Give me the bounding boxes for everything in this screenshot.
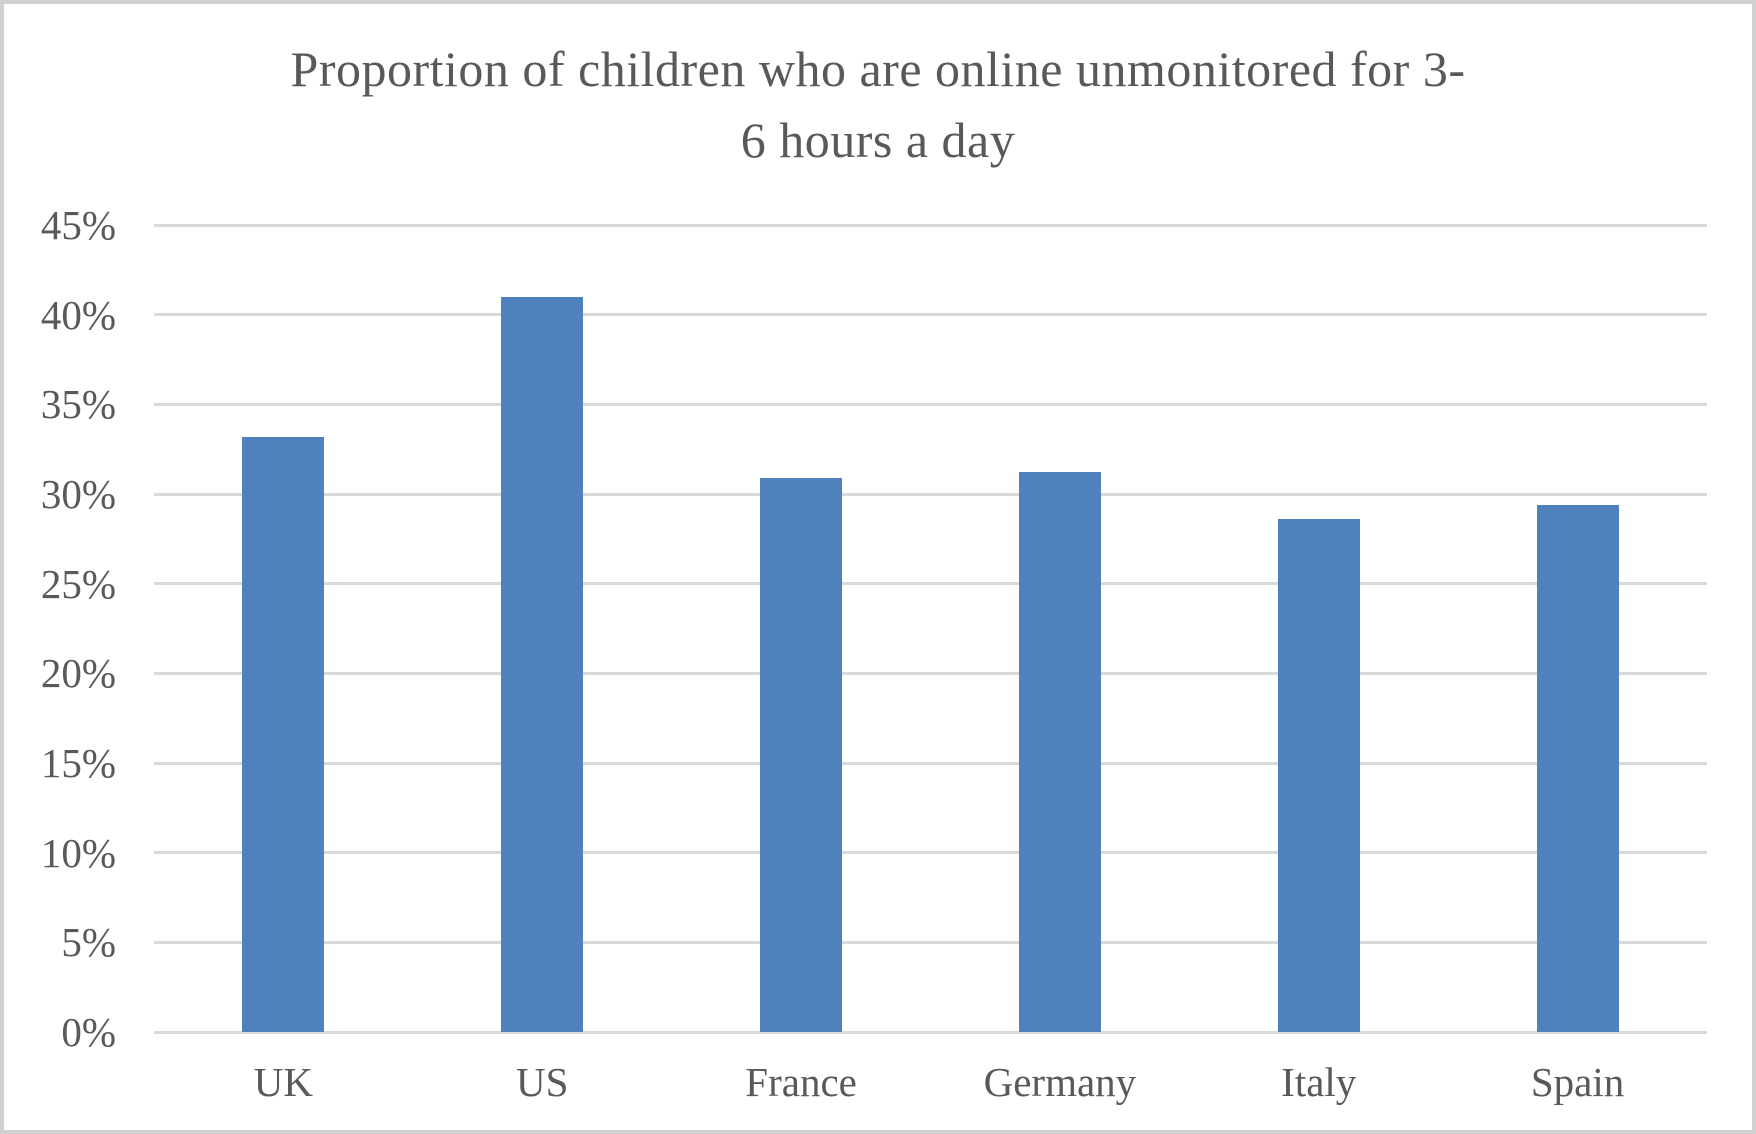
gridline-25 <box>154 582 1707 586</box>
x-axis-category-label-germany: Germany <box>983 1059 1137 1105</box>
bar-us <box>501 296 584 1032</box>
x-axis-category-label-france: France <box>745 1059 857 1105</box>
bar-italy <box>1277 519 1360 1032</box>
gridline-20 <box>154 671 1707 675</box>
bar-spain <box>1536 504 1619 1032</box>
x-axis-category-label-italy: Italy <box>1281 1059 1357 1105</box>
y-axis-tick-label-20: 20% <box>40 650 116 697</box>
x-axis-category-label-uk: UK <box>253 1059 314 1105</box>
bar-france <box>760 477 843 1032</box>
y-axis-tick-label-25: 25% <box>40 560 116 607</box>
chart-title-line-1: Proportion of children who are online un… <box>290 41 1466 97</box>
y-axis-tick-label-45: 45% <box>40 202 116 248</box>
y-axis-tick-label-40: 40% <box>40 291 116 338</box>
bar-germany <box>1018 472 1101 1032</box>
gridline-5 <box>154 940 1707 944</box>
gridline-35 <box>154 402 1707 406</box>
gridline-10 <box>154 851 1707 855</box>
y-axis-tick-label-5: 5% <box>61 919 116 966</box>
gridline-30 <box>154 492 1707 496</box>
x-axis-category-label-us: US <box>516 1059 569 1105</box>
chart-title: Proportion of children who are online un… <box>4 34 1752 176</box>
gridline-40 <box>154 313 1707 317</box>
y-axis-tick-label-0: 0% <box>61 1009 116 1055</box>
bar-uk <box>242 436 325 1032</box>
y-axis-tick-label-35: 35% <box>40 381 116 428</box>
x-axis-category-label-spain: Spain <box>1530 1059 1625 1105</box>
y-axis-tick-label-10: 10% <box>40 829 116 876</box>
y-axis-tick-label-30: 30% <box>40 471 116 517</box>
gridline-45 <box>154 223 1707 227</box>
gridline-15 <box>154 761 1707 765</box>
y-axis-tick-label-15: 15% <box>40 740 116 786</box>
chart-title-line-2: 6 hours a day <box>740 112 1016 168</box>
gridline-0 <box>154 1030 1707 1034</box>
